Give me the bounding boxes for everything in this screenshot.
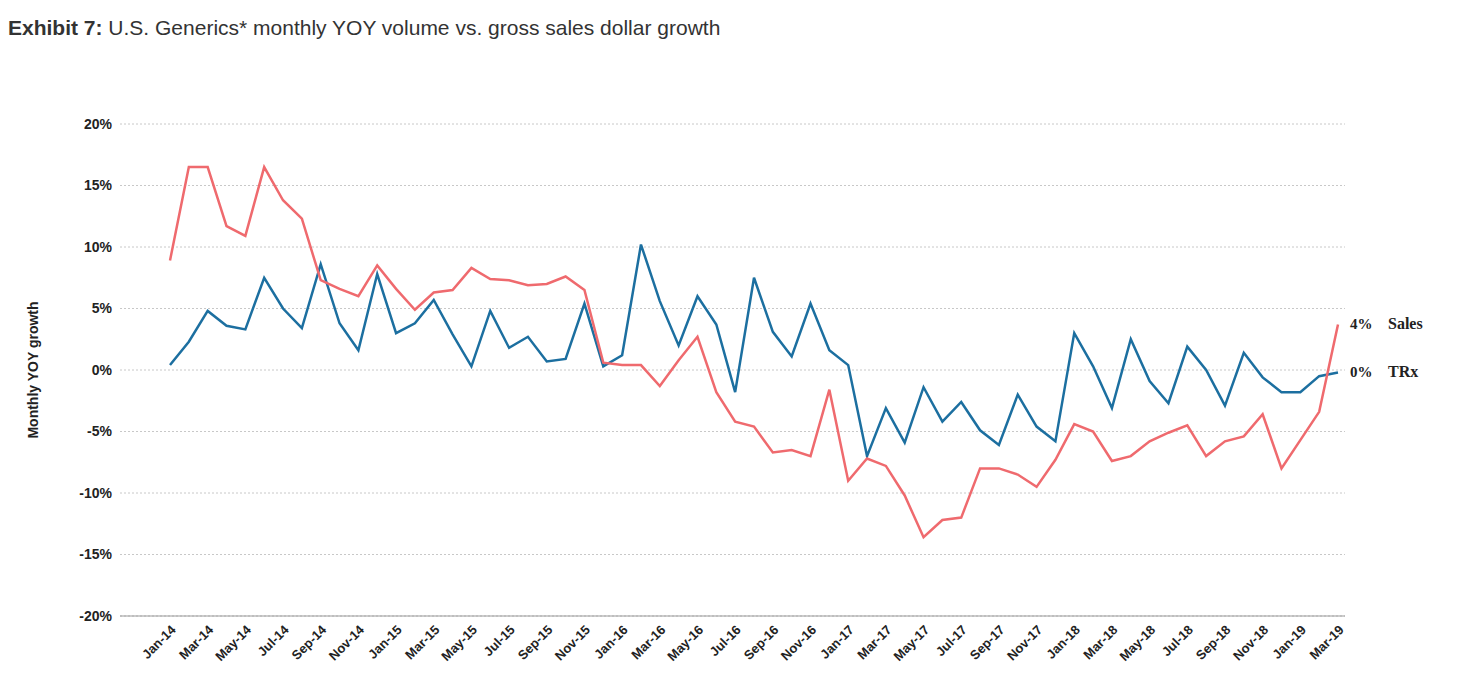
svg-text:May-17: May-17 [890, 622, 932, 664]
svg-text:Mar-17: Mar-17 [854, 622, 894, 662]
svg-text:Jul-14: Jul-14 [255, 622, 293, 660]
svg-text:Jul-17: Jul-17 [933, 622, 970, 659]
svg-text:May-15: May-15 [438, 622, 480, 664]
svg-text:Sep-17: Sep-17 [967, 622, 1008, 663]
svg-text:May-18: May-18 [1116, 622, 1158, 664]
svg-text:Jul-18: Jul-18 [1159, 622, 1196, 659]
svg-text:-5%: -5% [87, 423, 112, 439]
svg-text:0%: 0% [1350, 364, 1373, 380]
svg-text:Sep-14: Sep-14 [289, 622, 330, 663]
svg-text:Mar-19: Mar-19 [1306, 622, 1346, 662]
svg-text:Sep-18: Sep-18 [1193, 622, 1234, 663]
svg-text:Monthly YOY growth: Monthly YOY growth [25, 301, 41, 438]
svg-text:-15%: -15% [79, 546, 112, 562]
svg-text:Mar-16: Mar-16 [628, 622, 668, 662]
svg-text:Jan-14: Jan-14 [139, 622, 179, 662]
svg-text:Jan-16: Jan-16 [591, 622, 631, 662]
html-text:Exhibit 7: U.S. Generics* mont: Exhibit 7: U.S. Generics* monthly YOY vo… [8, 16, 721, 39]
svg-text:Jan-19: Jan-19 [1269, 622, 1309, 662]
svg-text:Jan-15: Jan-15 [365, 622, 405, 662]
svg-text:4%: 4% [1350, 316, 1373, 332]
svg-text:May-14: May-14 [212, 621, 254, 663]
svg-text:Jul-15: Jul-15 [481, 622, 518, 659]
svg-text:Nov-14: Nov-14 [326, 622, 368, 664]
svg-text:-20%: -20% [79, 608, 112, 624]
svg-text:Sales: Sales [1388, 315, 1423, 332]
svg-text:5%: 5% [92, 300, 113, 316]
svg-text:Nov-18: Nov-18 [1230, 622, 1271, 663]
svg-text:Sep-16: Sep-16 [741, 622, 782, 663]
svg-text:Jul-16: Jul-16 [707, 622, 744, 659]
svg-text:May-16: May-16 [664, 622, 706, 664]
svg-text:10%: 10% [84, 239, 113, 255]
svg-text:Jan-18: Jan-18 [1043, 622, 1083, 662]
svg-text:Jan-17: Jan-17 [817, 622, 857, 662]
svg-text:0%: 0% [92, 362, 113, 378]
svg-text:-10%: -10% [79, 485, 112, 501]
svg-text:Sep-15: Sep-15 [515, 622, 556, 663]
svg-text:Mar-14: Mar-14 [176, 622, 217, 663]
svg-text:TRx: TRx [1388, 363, 1418, 380]
svg-text:20%: 20% [84, 116, 113, 132]
svg-text:Nov-15: Nov-15 [552, 622, 593, 663]
svg-text:Mar-18: Mar-18 [1080, 622, 1120, 662]
svg-text:Nov-17: Nov-17 [1004, 622, 1045, 663]
svg-text:Mar-15: Mar-15 [402, 622, 442, 662]
svg-text:Nov-16: Nov-16 [778, 622, 819, 663]
svg-text:15%: 15% [84, 177, 113, 193]
